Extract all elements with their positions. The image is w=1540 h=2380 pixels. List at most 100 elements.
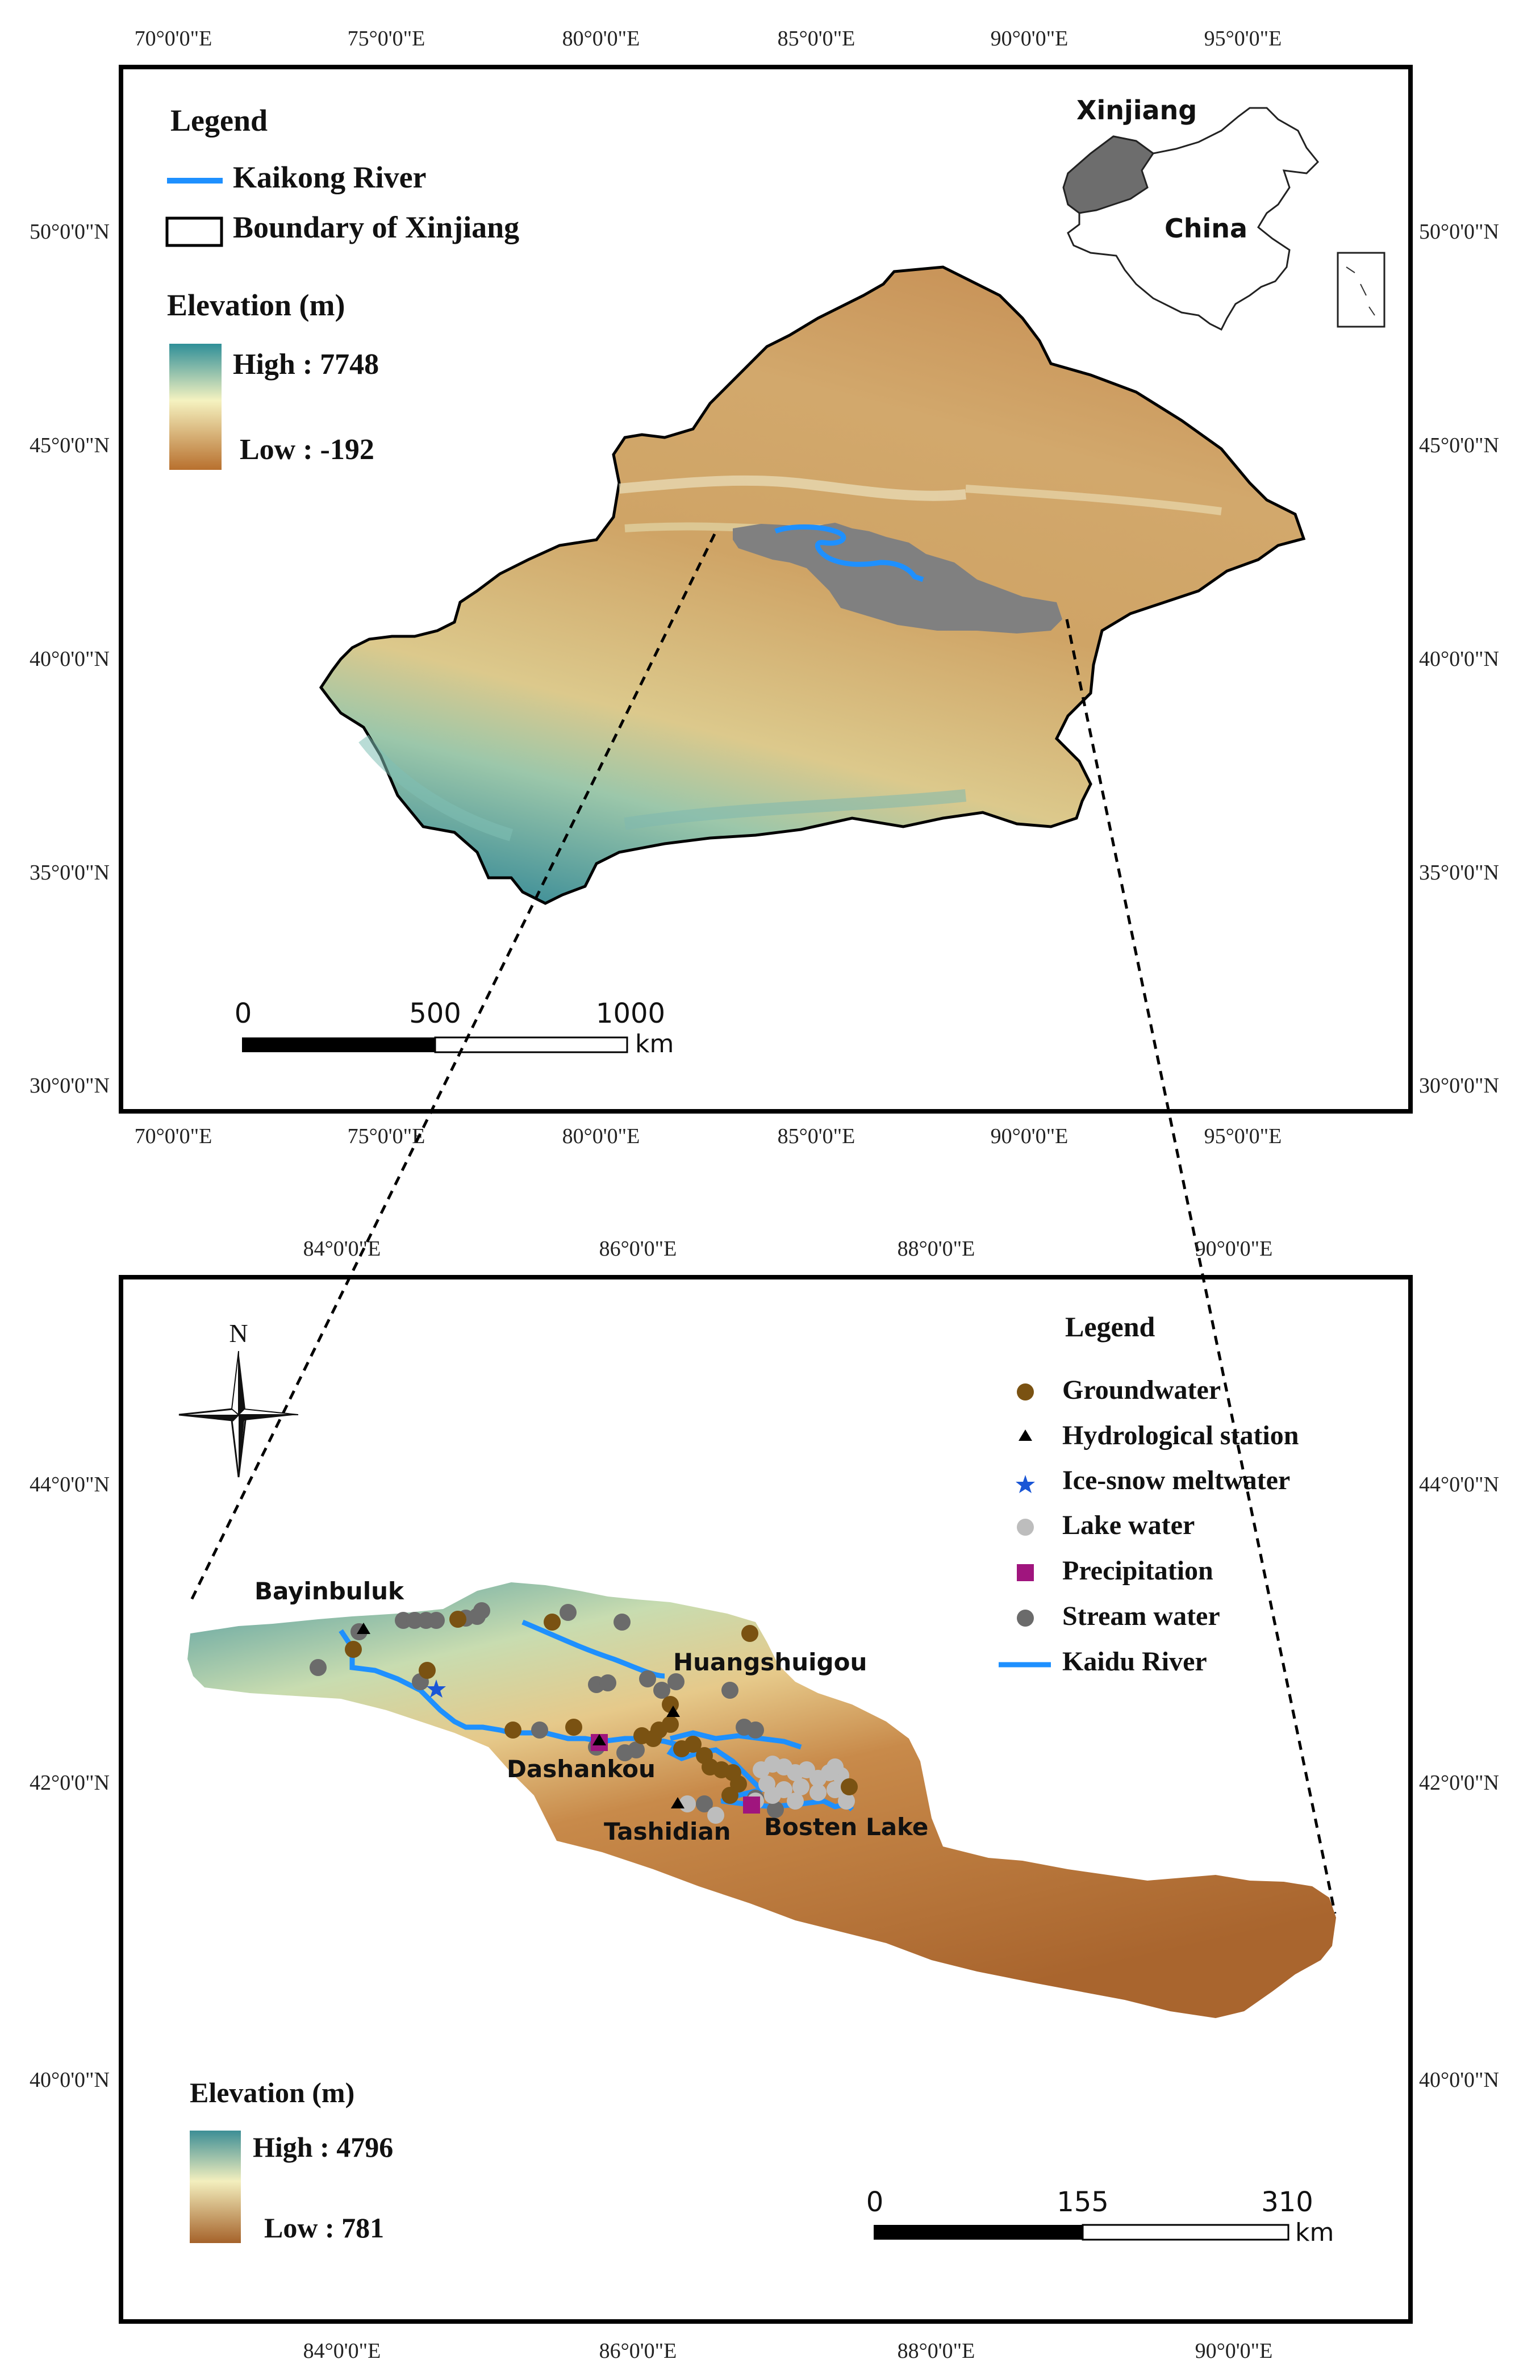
xinjiang-inset-shape	[1062, 135, 1155, 214]
bottom-elevation-title: Elevation (m)	[190, 2077, 354, 2108]
groundwater-point	[741, 1625, 758, 1642]
bottom-y-tick-40-r: 40°0'0"N	[1419, 2068, 1499, 2092]
groundwater-point	[345, 1641, 362, 1658]
top-x-tick-90: 90°0'0"E	[991, 27, 1069, 51]
top-map-x-ticks-top: 70°0'0"E 75°0'0"E 80°0'0"E 85°0'0"E 90°0…	[135, 27, 1282, 51]
bottom-scale-310: 310	[1261, 2186, 1313, 2218]
top-y-tick-45-r: 45°0'0"N	[1419, 434, 1499, 457]
top-elevation-low: Low : -192	[240, 434, 374, 466]
top-y-tick-30-r: 30°0'0"N	[1419, 1074, 1499, 1098]
north-arrow: N	[178, 1319, 299, 1478]
north-arrow-half-w	[179, 1415, 239, 1420]
top-map-y-ticks-right: 50°0'0"N 45°0'0"N 40°0'0"N 35°0'0"N 30°0…	[1419, 220, 1499, 1098]
top-y-tick-30: 30°0'0"N	[30, 1074, 110, 1098]
groundwater-point	[449, 1611, 466, 1628]
top-map-y-ticks-left: 50°0'0"N 45°0'0"N 40°0'0"N 35°0'0"N 30°0…	[30, 220, 110, 1098]
precipitation-point	[743, 1797, 760, 1814]
north-label: N	[229, 1319, 248, 1348]
bottom-map-x-ticks-top: 84°0'0"E 86°0'0"E 88°0'0"E 90°0'0"E	[303, 1237, 1273, 1261]
top-x-tick-95: 95°0'0"E	[1204, 27, 1282, 51]
hydrological-station	[592, 1734, 606, 1745]
groundwater-point	[685, 1736, 702, 1753]
stream-water-point	[639, 1670, 656, 1687]
top-scale-white	[434, 1036, 628, 1053]
bottom-scale-bar: 0 155 310 km	[866, 2186, 1334, 2247]
top-scale-unit: km	[635, 1029, 674, 1058]
legend-ice-snow-label: Ice-snow meltwater	[1062, 1465, 1290, 1495]
legend-precipitation-label: Precipitation	[1062, 1556, 1213, 1586]
top-x-tick-85: 85°0'0"E	[778, 27, 855, 51]
zoom-connector-left	[189, 533, 716, 1603]
zoom-connector-right	[1065, 619, 1337, 1914]
legend-precipitation-symbol	[1017, 1564, 1034, 1581]
top-y-tick-50: 50°0'0"N	[30, 220, 110, 244]
bottom-elevation-legend: Elevation (m) High : 4796 Low : 781	[190, 2077, 393, 2244]
top-scale-500: 500	[409, 998, 461, 1029]
legend-stream-water-symbol	[1017, 1610, 1034, 1627]
stream-water-point	[653, 1682, 670, 1699]
bottom-y-tick-44: 44°0'0"N	[30, 1473, 110, 1497]
top-legend-title: Legend	[170, 103, 268, 137]
top-x-tick-95-b: 95°0'0"E	[1204, 1124, 1282, 1148]
top-x-tick-80: 80°0'0"E	[562, 27, 640, 51]
bottom-x-tick-88-b: 88°0'0"E	[898, 2339, 975, 2363]
top-x-tick-90-b: 90°0'0"E	[991, 1124, 1069, 1148]
top-legend-river: Kaikong River	[233, 160, 427, 194]
bottom-map-frame	[119, 1275, 1413, 2324]
top-scale-1000: 1000	[596, 998, 665, 1029]
bottom-x-tick-90: 90°0'0"E	[1195, 1237, 1273, 1261]
hydrological-stations	[357, 1623, 685, 1808]
stream-water-point	[531, 1722, 548, 1739]
bottom-scale-155: 155	[1057, 2186, 1109, 2218]
south-sea-box	[1337, 252, 1385, 328]
bottom-legend-title: Legend	[1065, 1311, 1155, 1343]
label-huangshuigou: Huangshuigou	[673, 1648, 867, 1676]
bottom-y-tick-44-r: 44°0'0"N	[1419, 1473, 1499, 1497]
north-arrow-half	[231, 1351, 239, 1416]
north-arrow-half-e	[237, 1408, 299, 1415]
lake-water-point	[809, 1784, 827, 1801]
bottom-y-tick-40: 40°0'0"N	[30, 2068, 110, 2092]
top-y-tick-50-r: 50°0'0"N	[1419, 220, 1499, 244]
inset-xinjiang-label: Xinjiang	[1076, 95, 1197, 126]
label-dashankou: Dashankou	[507, 1755, 656, 1783]
groundwater-point	[504, 1722, 521, 1739]
lake-water-point	[787, 1793, 804, 1810]
legend-kaidu-river-label: Kaidu River	[1062, 1647, 1207, 1677]
lake-water-point	[764, 1787, 781, 1804]
top-y-tick-45: 45°0'0"N	[30, 434, 110, 457]
stream-water-point	[696, 1795, 713, 1812]
place-labels: Bayinbuluk Huangshuigou Dashankou Tashid…	[254, 1577, 928, 1845]
lake-water-point	[827, 1781, 844, 1798]
top-map-x-ticks-bottom: 70°0'0"E 75°0'0"E 80°0'0"E 85°0'0"E 90°0…	[135, 1124, 1282, 1148]
stream-water-point	[599, 1674, 616, 1691]
groundwater-points	[345, 1611, 858, 1804]
top-legend-boundary: Boundary of Xinjiang	[233, 210, 519, 244]
bottom-scale-0: 0	[866, 2186, 884, 2218]
south-sea-islands	[1346, 266, 1375, 316]
stream-water-point	[310, 1659, 327, 1676]
xinjiang-dem	[319, 265, 1306, 905]
stream-water-point	[614, 1614, 631, 1631]
bottom-x-tick-84-b: 84°0'0"E	[303, 2339, 381, 2363]
groundwater-point	[565, 1719, 582, 1736]
stream-water-point	[767, 1801, 784, 1818]
label-tashidian: Tashidian	[604, 1818, 731, 1845]
lake-water-point	[838, 1793, 855, 1810]
bottom-x-tick-90-b: 90°0'0"E	[1195, 2339, 1273, 2363]
lake-water-point	[792, 1778, 809, 1795]
top-y-tick-40: 40°0'0"N	[30, 647, 110, 671]
stream-water-point	[667, 1673, 685, 1690]
top-elevation-ramp	[169, 344, 222, 470]
bottom-scale-white	[1082, 2224, 1289, 2241]
bottom-x-tick-86-b: 86°0'0"E	[599, 2339, 677, 2363]
top-x-tick-70-b: 70°0'0"E	[135, 1124, 212, 1148]
bottom-y-tick-42-r: 42°0'0"N	[1419, 1771, 1499, 1795]
legend-stream-water-label: Stream water	[1062, 1601, 1220, 1631]
bottom-map-y-ticks-right: 44°0'0"N 42°0'0"N 40°0'0"N	[1419, 1473, 1499, 2092]
groundwater-point	[662, 1716, 679, 1733]
lake-water-point	[707, 1807, 724, 1824]
top-elevation-high: High : 7748	[233, 348, 379, 381]
legend-groundwater-label: Groundwater	[1062, 1375, 1221, 1405]
